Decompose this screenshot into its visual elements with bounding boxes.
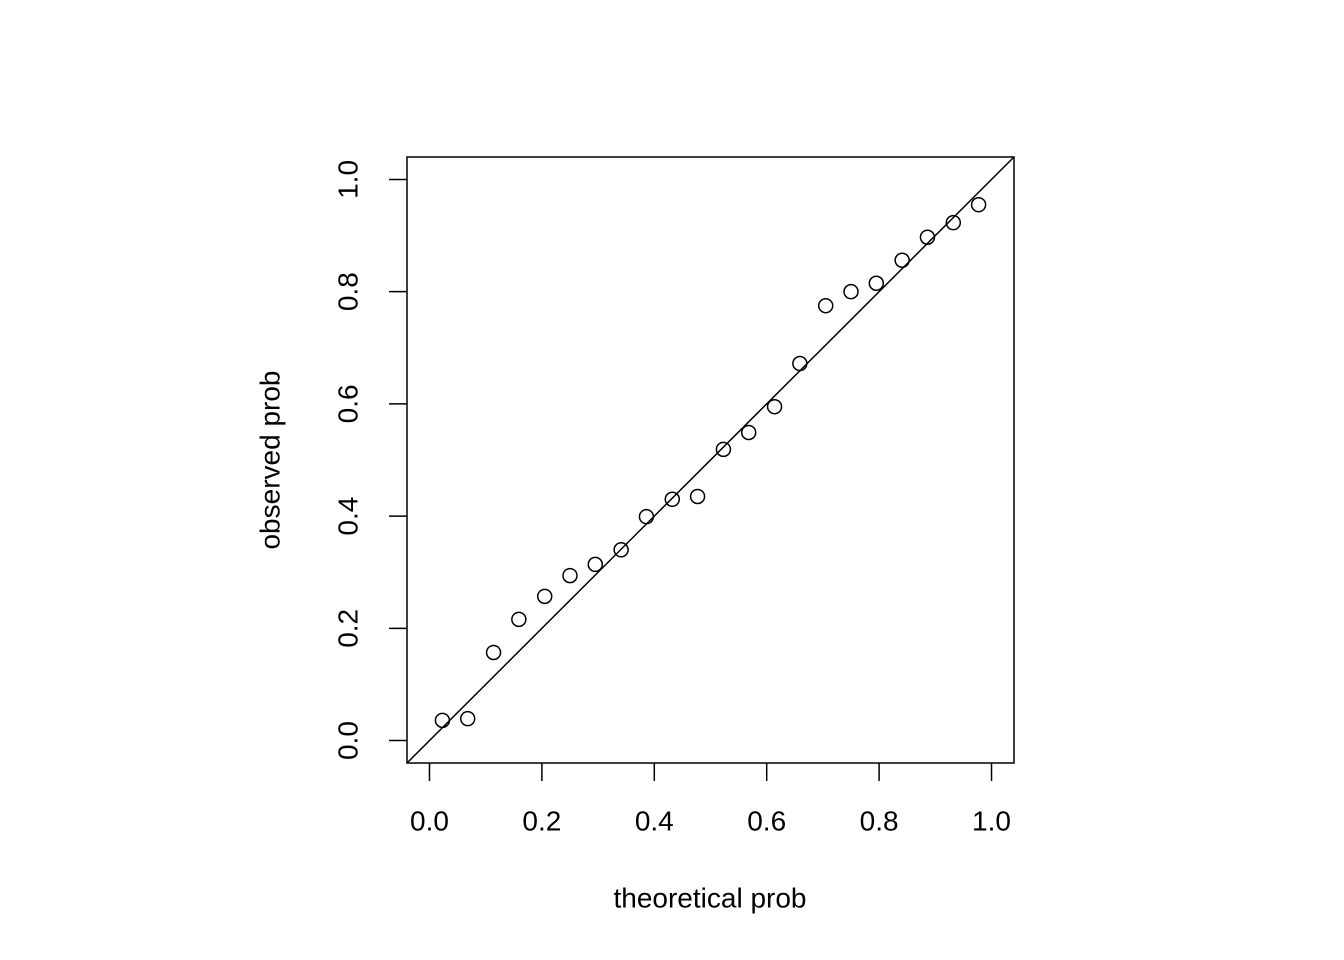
y-tick-label: 0.6 [332,384,363,423]
point [817,297,834,314]
point [868,275,885,291]
point [613,542,629,558]
point [715,441,732,458]
point [587,556,604,573]
y-tick-label: 1.0 [332,160,363,199]
x-tick-label: 0.0 [410,805,449,836]
point [970,196,987,213]
x-tick-label: 0.2 [522,805,561,836]
x-tick-label: 0.4 [635,805,674,836]
plot-box [406,156,1015,764]
point [638,508,655,525]
point [511,611,527,628]
point [766,398,783,415]
point [792,355,808,372]
x-tick-label: 0.6 [747,805,786,836]
x-tick-label: 0.8 [860,805,899,836]
y-tick-label: 0.2 [332,609,363,648]
reference-line [406,156,1015,764]
point [434,712,451,729]
x-tick-label: 1.0 [972,805,1011,836]
point [459,710,476,727]
y-axis-label: observed prob [254,370,285,549]
point [894,252,910,268]
y-tick-label: 0.8 [332,272,363,311]
y-tick-label: 0.0 [332,721,363,760]
point [664,491,681,508]
x-axis-label: theoretical prob [613,882,806,913]
y-tick-label: 0.4 [332,497,363,536]
point [843,283,859,300]
point [562,567,578,584]
point [689,488,706,505]
point [919,229,936,245]
point [945,214,962,231]
point [485,644,502,661]
point [536,588,553,605]
point [740,424,757,441]
